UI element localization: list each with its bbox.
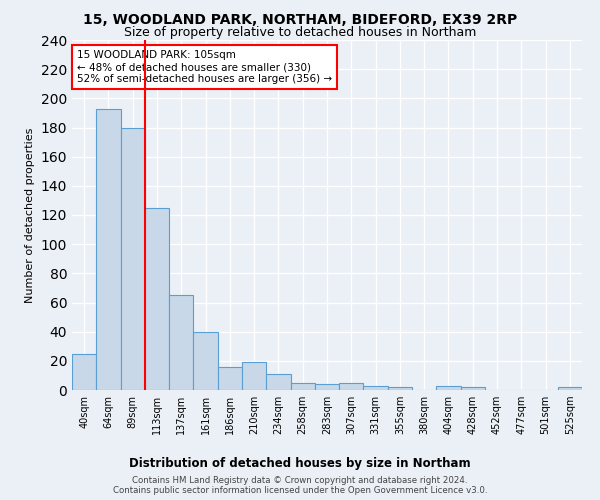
Bar [558,387,582,390]
Bar [364,386,388,390]
Bar [290,382,315,390]
Bar [72,354,96,390]
Bar [266,374,290,390]
Bar [145,208,169,390]
Bar [96,108,121,390]
Bar [388,387,412,390]
Bar [436,386,461,390]
Bar [193,332,218,390]
Text: Size of property relative to detached houses in Northam: Size of property relative to detached ho… [124,26,476,39]
Bar [169,295,193,390]
Bar [339,382,364,390]
Y-axis label: Number of detached properties: Number of detached properties [25,128,35,302]
Bar [242,362,266,390]
Text: Contains HM Land Registry data © Crown copyright and database right 2024.
Contai: Contains HM Land Registry data © Crown c… [113,476,487,495]
Bar [121,128,145,390]
Text: Distribution of detached houses by size in Northam: Distribution of detached houses by size … [129,458,471,470]
Bar [218,366,242,390]
Text: 15 WOODLAND PARK: 105sqm
← 48% of detached houses are smaller (330)
52% of semi-: 15 WOODLAND PARK: 105sqm ← 48% of detach… [77,50,332,84]
Bar [461,387,485,390]
Bar [315,384,339,390]
Text: 15, WOODLAND PARK, NORTHAM, BIDEFORD, EX39 2RP: 15, WOODLAND PARK, NORTHAM, BIDEFORD, EX… [83,12,517,26]
